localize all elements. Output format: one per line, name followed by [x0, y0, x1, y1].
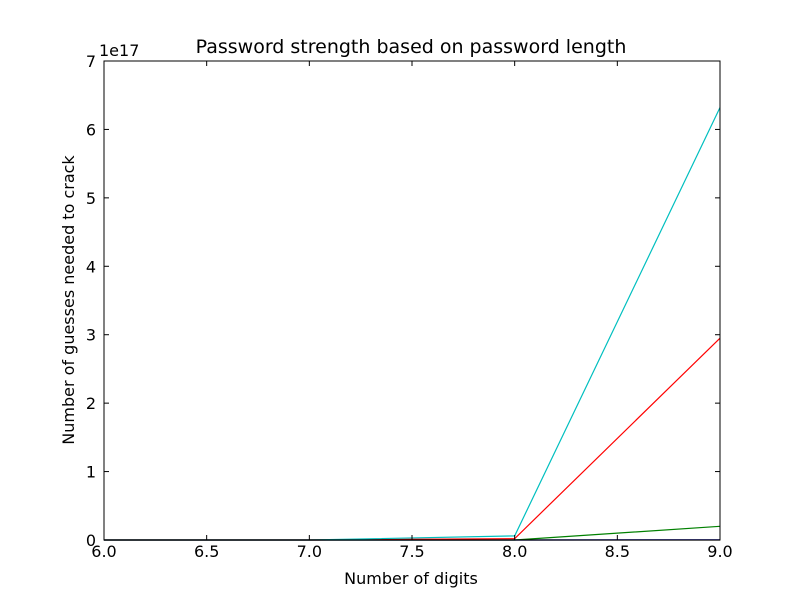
x-tick-label: 8.0 — [502, 542, 527, 561]
chart-title: Password strength based on password leng… — [196, 36, 627, 58]
x-tick-label: 6.0 — [91, 542, 116, 561]
y-axis-label: Number of guesses needed to crack — [59, 155, 78, 445]
y-tick-label: 4 — [86, 257, 96, 276]
x-tick-label: 8.5 — [605, 542, 630, 561]
y-tick-label: 5 — [86, 189, 96, 208]
y-tick-label: 0 — [86, 531, 96, 550]
y-tick-label: 3 — [86, 326, 96, 345]
x-axis-label: Number of digits — [344, 569, 478, 588]
series-line-4 — [104, 107, 721, 541]
x-tick-label: 7.0 — [297, 542, 322, 561]
series-line-3 — [104, 337, 721, 541]
x-tick-label: 7.5 — [399, 542, 424, 561]
x-tick-label: 6.5 — [194, 542, 219, 561]
series-layer — [104, 107, 721, 541]
y-tick-label: 2 — [86, 394, 96, 413]
x-tick-label: 9.0 — [707, 542, 732, 561]
y-tick-label: 1 — [86, 463, 96, 482]
y-tick-label: 6 — [86, 120, 96, 139]
y-axis: 0 1 2 3 4 5 6 7 — [86, 52, 720, 550]
x-axis: 6.0 6.5 7.0 7.5 8.0 8.5 9.0 — [91, 61, 733, 561]
y-tick-label: 7 — [86, 52, 96, 71]
y-multiplier-label: 1e17 — [99, 41, 139, 60]
